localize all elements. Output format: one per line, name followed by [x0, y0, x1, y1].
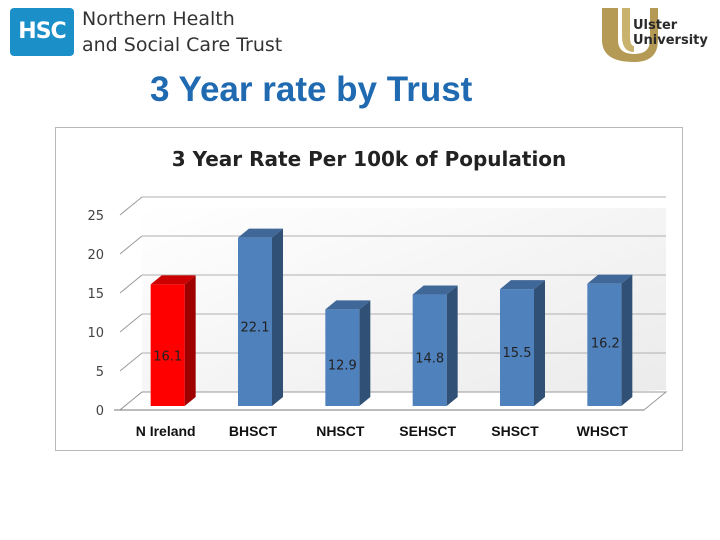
- bar: [150, 284, 185, 406]
- hsc-logo: HSC: [10, 8, 74, 56]
- y-tick-label: 25: [87, 209, 104, 224]
- ulster-university-logo-icon: [602, 8, 658, 62]
- data-label: 16.1: [153, 349, 182, 364]
- bar: [325, 309, 360, 406]
- trust-name-line-2: and Social Care Trust: [82, 34, 283, 56]
- bar: [587, 283, 622, 406]
- y-tick-label: 0: [96, 404, 104, 419]
- bar-top: [325, 300, 371, 310]
- bar-top: [412, 285, 458, 295]
- university-name-line-2: University: [633, 33, 708, 48]
- university-name-line-1: Ulster: [633, 18, 678, 33]
- bar-side: [534, 280, 545, 406]
- university-name: Ulster University: [633, 18, 708, 48]
- gridline-side: [119, 235, 143, 255]
- bar-side: [621, 274, 633, 406]
- chart-title: 3 Year Rate Per 100k of Population: [172, 147, 567, 171]
- y-tick-label: 10: [87, 326, 104, 341]
- y-tick-label: 20: [87, 248, 104, 263]
- data-label: 12.9: [328, 358, 357, 373]
- gridline-side: [119, 313, 143, 333]
- chart-floor: [118, 391, 668, 411]
- bar-side: [272, 228, 283, 406]
- y-tick-label: 5: [96, 365, 104, 380]
- x-tick-label: NHSCT: [316, 423, 365, 439]
- x-tick-label: N Ireland: [136, 423, 196, 439]
- gridline-side: [119, 274, 143, 294]
- gridline-side: [119, 196, 143, 216]
- bar-side: [359, 300, 371, 406]
- bar: [238, 237, 272, 406]
- x-tick-label: BHSCT: [229, 423, 278, 439]
- slide-title: 3 Year rate by Trust: [150, 70, 473, 109]
- trust-name-line-1: Northern Health: [82, 8, 235, 30]
- data-label: 16.2: [591, 337, 620, 352]
- gridline-side: [119, 352, 143, 372]
- data-label: 14.8: [415, 352, 444, 367]
- data-label: 15.5: [503, 346, 532, 361]
- bar: [500, 289, 534, 406]
- bar-chart: 3 Year Rate Per 100k of Population 0 5 10 1…: [87, 147, 668, 439]
- bar-top: [238, 228, 283, 238]
- trust-name: Northern Health and Social Care Trust: [82, 6, 282, 58]
- bar-side: [446, 285, 458, 406]
- y-tick-label: 15: [87, 287, 104, 302]
- data-label: 22.1: [241, 321, 270, 336]
- bar-top: [587, 274, 633, 284]
- bar: [412, 294, 447, 406]
- x-tick-label: SHSCT: [491, 423, 539, 439]
- bar-top: [150, 275, 196, 285]
- x-tick-label: SEHSCT: [399, 423, 456, 439]
- bar-top: [500, 280, 545, 290]
- bar-side: [184, 275, 196, 406]
- chart-frame: 3 Year Rate Per 100k of Population 0 5 10 1…: [55, 127, 683, 451]
- x-tick-label: WHSCT: [577, 423, 629, 439]
